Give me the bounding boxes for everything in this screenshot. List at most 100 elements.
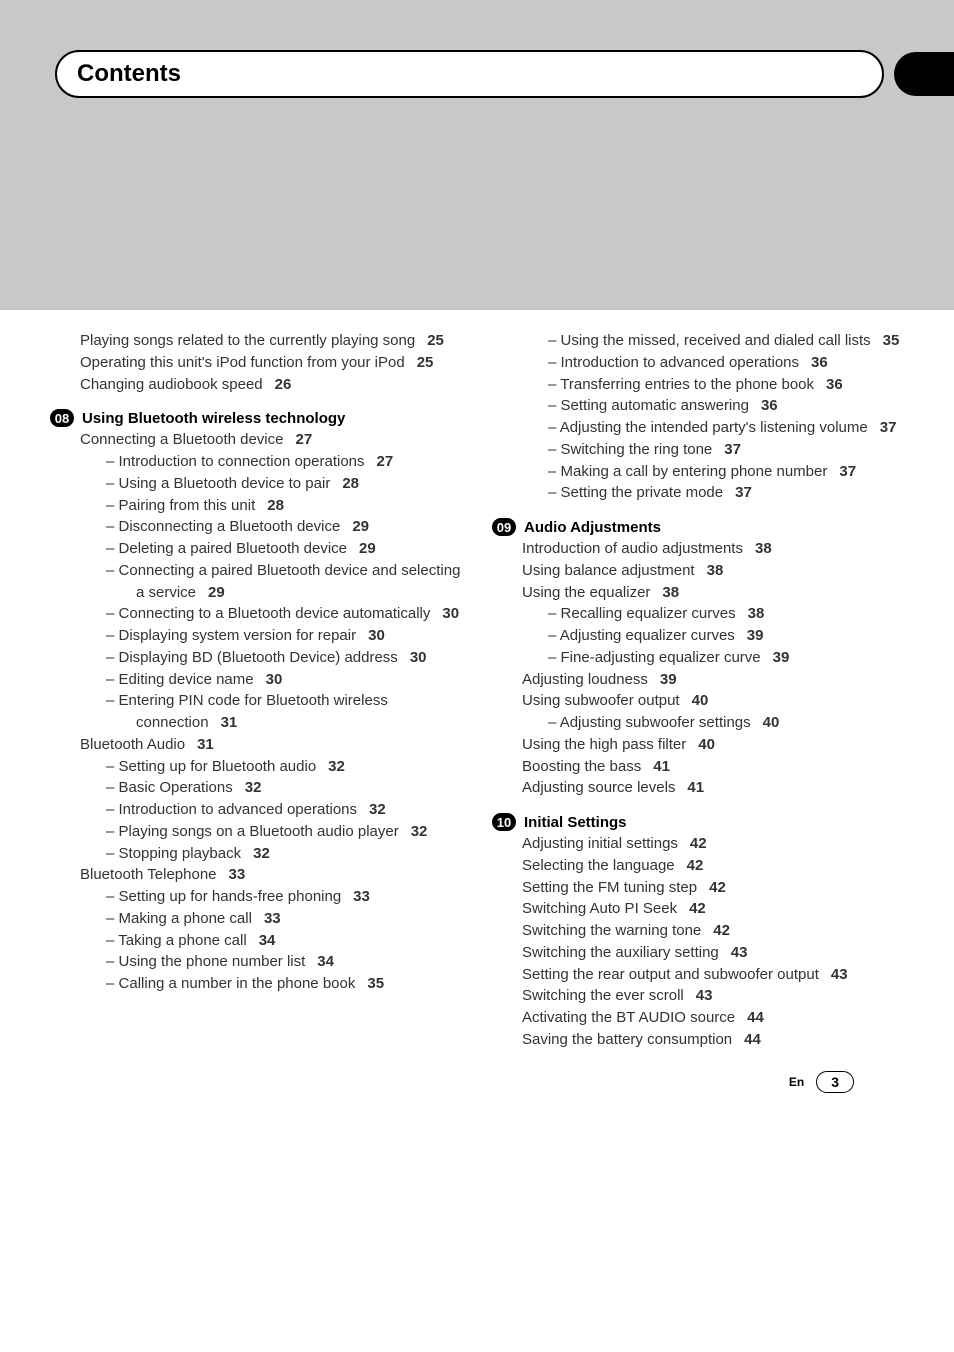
toc-entry[interactable]: Adjusting equalizer curves39 — [492, 625, 904, 647]
toc-page: 33 — [264, 910, 281, 927]
toc-entry[interactable]: Saving the battery consumption 44 — [492, 1029, 904, 1051]
toc-entry[interactable]: Activating the BT AUDIO source44 — [492, 1007, 904, 1029]
toc-entry[interactable]: Calling a number in the phone book 35 — [50, 973, 462, 995]
toc-page: 28 — [267, 497, 284, 514]
toc-text: Calling a number in the phone book — [119, 975, 356, 992]
toc-entry[interactable]: Displaying system version for repair30 — [50, 625, 462, 647]
toc-entry[interactable]: Switching the warning tone42 — [492, 920, 904, 942]
toc-page: 32 — [253, 845, 270, 862]
toc-entry[interactable]: Disconnecting a Bluetooth device29 — [50, 516, 462, 538]
toc-text: Bluetooth Telephone — [80, 866, 217, 883]
toc-text: Setting the FM tuning step — [522, 879, 697, 896]
toc-entry[interactable]: Using balance adjustment 38 — [492, 560, 904, 582]
toc-entry[interactable]: Using the equalizer38 — [492, 582, 904, 604]
toc-entry[interactable]: Switching the ever scroll43 — [492, 985, 904, 1007]
toc-entry[interactable]: Adjusting source levels41 — [492, 777, 904, 799]
toc-page: 43 — [731, 944, 748, 961]
toc-text: Adjusting the intended party's listening… — [560, 419, 868, 436]
toc-page: 37 — [839, 463, 856, 480]
section-number-08: 08 — [50, 409, 74, 427]
toc-entry[interactable]: Setting the rear output and subwoofer ou… — [492, 964, 904, 986]
toc-text: Introduction of audio adjustments — [522, 540, 743, 557]
toc-page: 27 — [377, 453, 394, 470]
toc-entry[interactable]: Adjusting loudness39 — [492, 669, 904, 691]
toc-entry[interactable]: Introduction of audio adjustments38 — [492, 538, 904, 560]
toc-page: 43 — [831, 966, 848, 983]
toc-entry[interactable]: Editing device name30 — [50, 669, 462, 691]
toc-entry[interactable]: Playing songs on a Bluetooth audio playe… — [50, 821, 462, 843]
left-prelude: Playing songs related to the currently p… — [50, 330, 462, 395]
toc-entry[interactable]: Boosting the bass41 — [492, 756, 904, 778]
toc-entry[interactable]: Connecting a Bluetooth device27 — [50, 429, 462, 451]
toc-page: 32 — [245, 779, 262, 796]
toc-text: Connecting to a Bluetooth device automat… — [119, 605, 431, 622]
toc-text: Using balance adjustment — [522, 562, 695, 579]
toc-text: Saving the battery consumption — [522, 1031, 732, 1048]
toc-text: Displaying system version for repair — [119, 627, 357, 644]
toc-entry[interactable]: Using subwoofer output40 — [492, 690, 904, 712]
toc-page: 35 — [367, 975, 384, 992]
black-tab — [894, 52, 954, 96]
toc-entry[interactable]: Stopping playback 32 — [50, 843, 462, 865]
toc-entry[interactable]: Playing songs related to the currently p… — [50, 330, 462, 352]
toc-entry[interactable]: Making a phone call33 — [50, 908, 462, 930]
toc-entry[interactable]: Introduction to advanced operations36 — [492, 352, 904, 374]
toc-entry[interactable]: Setting up for Bluetooth audio32 — [50, 756, 462, 778]
toc-page: 37 — [735, 484, 752, 501]
toc-page: 38 — [707, 562, 724, 579]
toc-text: Switching the ever scroll — [522, 987, 684, 1004]
toc-page: 30 — [266, 671, 283, 688]
toc-text: Using the phone number list — [119, 953, 306, 970]
toc-entry[interactable]: Recalling equalizer curves38 — [492, 603, 904, 625]
toc-page: 36 — [811, 354, 828, 371]
toc-entry[interactable]: Selecting the language42 — [492, 855, 904, 877]
toc-entry[interactable]: Switching the ring tone37 — [492, 439, 904, 461]
toc-entry[interactable]: Transferring entries to the phone book36 — [492, 374, 904, 396]
toc-page: 35 — [883, 332, 900, 349]
toc-entry[interactable]: Using the phone number list34 — [50, 951, 462, 973]
toc-entry[interactable]: Using the high pass filter40 — [492, 734, 904, 756]
section-title-09: Audio Adjustments — [524, 519, 661, 536]
toc-entry[interactable]: Bluetooth Telephone33 — [50, 864, 462, 886]
toc-entry[interactable]: Setting the FM tuning step42 — [492, 877, 904, 899]
toc-text: Stopping playback — [119, 845, 242, 862]
toc-entry[interactable]: Connecting to a Bluetooth device automat… — [50, 603, 462, 625]
toc-entry[interactable]: Entering PIN code for Bluetooth wireless… — [50, 690, 462, 734]
toc-entry[interactable]: Changing audiobook speed26 — [50, 374, 462, 396]
section-09-header: 09 Audio Adjustments — [492, 518, 904, 536]
toc-entry[interactable]: Operating this unit's iPod function from… — [50, 352, 462, 374]
toc-text: Switching the warning tone — [522, 922, 701, 939]
toc-entry[interactable]: Basic Operations32 — [50, 777, 462, 799]
toc-page: 38 — [662, 584, 679, 601]
toc-entry[interactable]: Setting the private mode37 — [492, 482, 904, 504]
toc-entry[interactable]: Deleting a paired Bluetooth device29 — [50, 538, 462, 560]
toc-entry[interactable]: Adjusting initial settings42 — [492, 833, 904, 855]
toc-entry[interactable]: Switching Auto PI Seek42 — [492, 898, 904, 920]
toc-entry[interactable]: Using the missed, received and dialed ca… — [492, 330, 904, 352]
toc-entry[interactable]: Setting up for hands-free phoning33 — [50, 886, 462, 908]
toc-page: 44 — [744, 1031, 761, 1048]
toc-text: Setting automatic answering — [561, 397, 749, 414]
toc-entry[interactable]: Pairing from this unit28 — [50, 495, 462, 517]
toc-entry[interactable]: Making a call by entering phone number37 — [492, 461, 904, 483]
toc-entry[interactable]: Setting automatic answering36 — [492, 395, 904, 417]
toc-entry[interactable]: Introduction to advanced operations32 — [50, 799, 462, 821]
toc-entry[interactable]: Connecting a paired Bluetooth device and… — [50, 560, 462, 604]
right-prelude: Using the missed, received and dialed ca… — [492, 330, 904, 504]
toc-entry[interactable]: Bluetooth Audio31 — [50, 734, 462, 756]
toc-entry[interactable]: Using a Bluetooth device to pair28 — [50, 473, 462, 495]
toc-entry[interactable]: Taking a phone call34 — [50, 930, 462, 952]
toc-entry[interactable]: Displaying BD (Bluetooth Device) address… — [50, 647, 462, 669]
toc-page: 25 — [427, 332, 444, 349]
toc-entry[interactable]: Fine-adjusting equalizer curve39 — [492, 647, 904, 669]
toc-entry[interactable]: Introduction to connection operations27 — [50, 451, 462, 473]
toc-text: Operating this unit's iPod function from… — [80, 354, 405, 371]
toc-entry[interactable]: Adjusting the intended party's listening… — [492, 417, 904, 439]
toc-entry[interactable]: Adjusting subwoofer settings40 — [492, 712, 904, 734]
toc-page: 25 — [417, 354, 434, 371]
footer: En 3 — [50, 1051, 904, 1103]
contents-pill: Contents — [55, 50, 884, 98]
toc-text: Transferring entries to the phone book — [560, 376, 814, 393]
toc-page: 40 — [763, 714, 780, 731]
toc-entry[interactable]: Switching the auxiliary setting43 — [492, 942, 904, 964]
